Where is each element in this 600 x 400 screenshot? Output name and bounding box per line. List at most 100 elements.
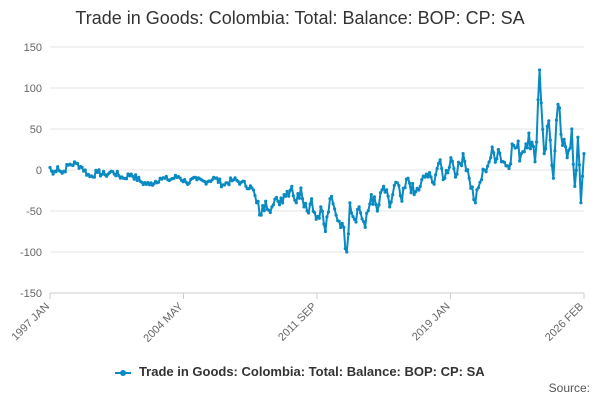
data-point[interactable] [444,168,448,173]
data-point[interactable] [427,171,432,175]
data-point[interactable] [429,175,433,179]
data-point[interactable] [502,160,506,164]
data-point[interactable] [530,140,534,144]
data-point[interactable] [371,202,375,206]
data-point[interactable] [149,181,153,185]
data-point[interactable] [369,193,373,197]
data-point[interactable] [418,184,422,188]
data-point[interactable] [172,176,176,180]
data-point[interactable] [412,193,416,197]
data-point[interactable] [577,163,582,167]
data-point[interactable] [383,190,387,194]
data-point[interactable] [490,145,494,149]
data-point[interactable] [434,173,438,177]
data-point[interactable] [287,194,291,198]
data-point[interactable] [453,175,458,179]
data-point[interactable] [447,165,451,169]
data-point[interactable] [518,159,522,163]
data-point[interactable] [460,164,464,168]
data-point[interactable] [348,201,352,205]
data-point[interactable] [354,220,358,224]
data-point[interactable] [290,184,294,188]
data-point[interactable] [256,199,260,203]
data-point[interactable] [473,201,477,205]
data-point[interactable] [54,170,58,174]
data-point[interactable] [574,168,578,172]
data-point[interactable] [385,188,389,192]
data-point[interactable] [75,161,80,165]
data-point[interactable] [492,151,496,155]
data-point[interactable] [496,147,500,152]
data-point[interactable] [527,131,531,135]
data-point[interactable] [259,213,263,217]
data-point[interactable] [284,194,288,198]
data-point[interactable] [544,147,548,151]
data-point[interactable] [509,162,513,166]
data-point[interactable] [294,201,298,205]
data-point[interactable] [432,182,436,186]
data-point[interactable] [132,177,136,181]
data-point[interactable] [271,203,275,207]
data-point[interactable] [276,199,280,203]
data-point[interactable] [580,174,585,178]
data-point[interactable] [531,145,536,149]
data-point[interactable] [83,168,87,172]
data-point[interactable] [92,175,96,179]
data-point[interactable] [397,184,401,188]
data-point[interactable] [326,210,331,214]
data-point[interactable] [178,176,182,180]
data-point[interactable] [325,215,329,219]
data-point[interactable] [395,181,399,185]
data-point[interactable] [570,127,574,131]
data-point[interactable] [337,219,341,223]
data-point[interactable] [340,221,344,225]
data-point[interactable] [438,158,442,162]
data-point[interactable] [80,165,84,170]
data-point[interactable] [135,178,139,183]
data-point[interactable] [334,213,338,217]
data-point[interactable] [435,167,439,171]
data-point[interactable] [137,175,141,179]
data-point[interactable] [559,132,563,136]
data-point[interactable] [375,209,379,213]
data-point[interactable] [274,195,279,200]
data-point[interactable] [467,176,471,180]
data-point[interactable] [134,173,138,177]
data-point[interactable] [466,168,470,172]
data-point[interactable] [495,157,499,161]
data-point[interactable] [51,172,55,176]
data-point[interactable] [345,250,349,254]
data-point[interactable] [486,164,490,168]
data-point[interactable] [378,191,383,195]
data-point[interactable] [317,216,321,220]
data-point[interactable] [146,181,150,185]
data-point[interactable] [300,197,305,201]
data-point[interactable] [97,168,101,172]
data-point[interactable] [202,179,207,184]
data-point[interactable] [227,183,231,187]
data-point[interactable] [281,201,285,205]
data-point[interactable] [484,170,488,174]
data-point[interactable] [331,202,335,206]
data-point[interactable] [264,199,268,203]
data-point[interactable] [368,202,372,206]
data-point[interactable] [102,169,106,173]
data-point[interactable] [333,207,337,211]
data-point[interactable] [573,184,577,188]
data-point[interactable] [215,176,219,180]
data-point[interactable] [539,101,543,105]
data-point[interactable] [547,119,551,123]
data-point[interactable] [307,211,311,215]
data-point[interactable] [440,166,444,171]
data-point[interactable] [576,135,580,139]
data-point[interactable] [310,197,314,201]
data-point[interactable] [115,169,119,173]
data-point[interactable] [426,175,430,179]
data-point[interactable] [299,186,303,190]
data-point[interactable] [297,196,301,200]
data-point[interactable] [124,177,129,181]
data-point[interactable] [157,180,161,184]
data-point[interactable] [303,201,308,205]
data-point[interactable] [56,165,60,169]
data-point[interactable] [565,156,569,160]
